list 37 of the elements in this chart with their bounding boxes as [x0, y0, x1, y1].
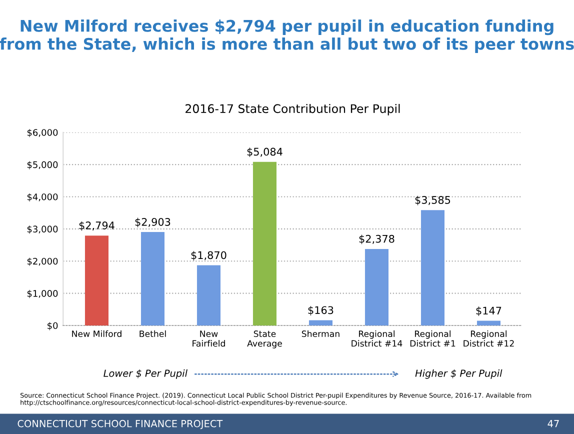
text: CONNECTICUT SCHOOL FINANCE PROJECT	[18, 420, 223, 430]
y-tick-label: $6,000	[27, 128, 58, 138]
x-tick-label: Sherman	[302, 330, 340, 338]
y-tick-label: $0	[48, 322, 58, 330]
chart-subtitle: 2016-17 State Contribution Per Pupil	[186, 104, 400, 116]
bar	[476, 320, 500, 326]
y-tick-label: $3,000	[27, 226, 58, 234]
bar	[84, 236, 108, 326]
bar	[140, 232, 164, 326]
x-tick-label: Bethel	[140, 330, 166, 338]
x-tick-label: Regional District #1	[410, 330, 456, 347]
text: Higher $ Per Pupil	[415, 369, 502, 379]
y-tick-label: $4,000	[27, 193, 58, 202]
bar	[420, 210, 444, 326]
text: 47	[548, 420, 559, 428]
bar	[252, 162, 276, 326]
data-label: $5,084	[247, 148, 282, 158]
bar	[196, 265, 220, 326]
bar	[308, 320, 332, 326]
data-label: $1,870	[191, 251, 226, 261]
x-tick-label: New Fairfield	[192, 330, 225, 347]
data-label: $163	[308, 306, 334, 316]
data-label: $2,378	[359, 234, 394, 244]
text: Lower $ Per Pupil	[104, 369, 188, 379]
x-tick-label: State Average	[247, 330, 282, 348]
x-tick-label: New Milford	[72, 330, 122, 338]
data-label: $2,903	[135, 218, 170, 228]
data-label: $3,585	[415, 196, 450, 206]
y-tick-label: $2,000	[27, 258, 58, 266]
x-tick-label: Regional District #12	[464, 330, 514, 347]
chart-title: New Milford receives $2,794 per pupil in education funding from the State, which is more than all but two of its peer towns	[0, 20, 574, 53]
bar	[364, 248, 388, 326]
data-label: $147	[476, 306, 502, 316]
y-tick-label: $5,000	[27, 161, 58, 170]
x-tick-label: Regional District #14	[352, 330, 402, 347]
data-label: $2,794	[79, 221, 114, 231]
y-tick-label: $1,000	[27, 290, 58, 298]
